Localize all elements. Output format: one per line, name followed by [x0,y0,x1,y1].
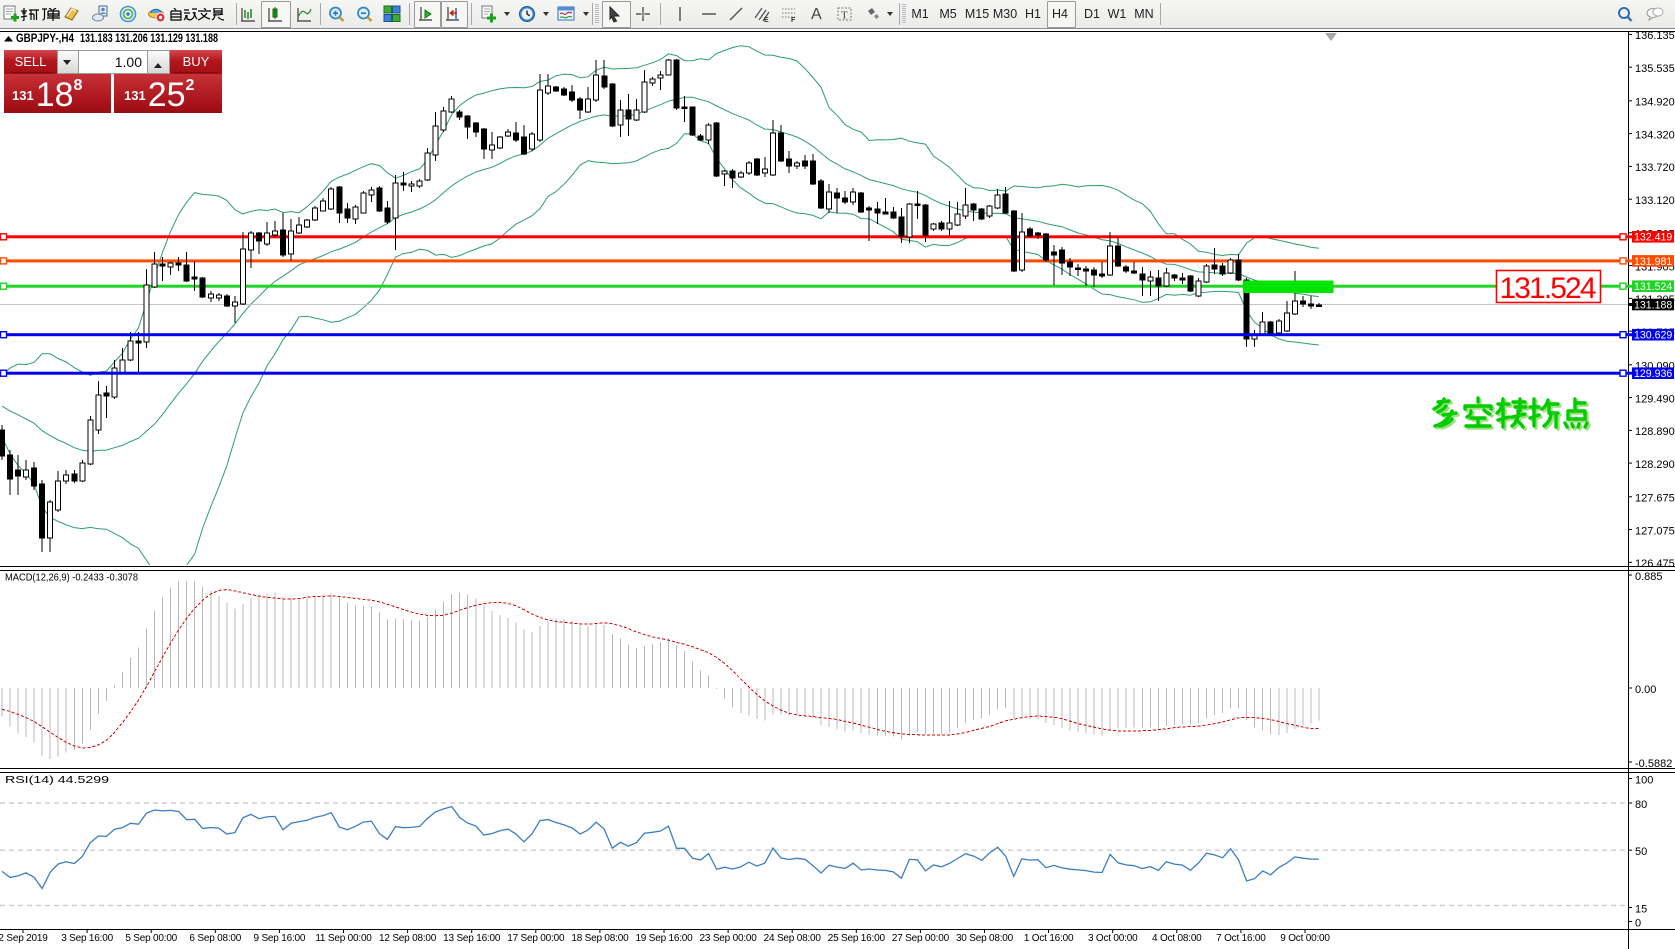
svg-text:17 Sep 00:00: 17 Sep 00:00 [507,933,565,944]
svg-text:133.120: 133.120 [1635,195,1675,207]
svg-text:80: 80 [1635,799,1647,811]
svg-text:131.524: 131.524 [1500,272,1597,305]
svg-text:132.419: 132.419 [1634,232,1672,244]
svg-text:13 Sep 16:00: 13 Sep 16:00 [443,933,501,944]
svg-text:6 Sep 08:00: 6 Sep 08:00 [189,933,241,944]
svg-text:25 Sep 16:00: 25 Sep 16:00 [828,933,886,944]
svg-text:128.890: 128.890 [1635,426,1675,438]
svg-text:131.188: 131.188 [1634,299,1672,311]
svg-text:133.720: 133.720 [1635,162,1675,174]
svg-text:F: F [791,17,796,23]
svg-text:100: 100 [1635,774,1653,786]
svg-text:4 Oct 08:00: 4 Oct 08:00 [1152,933,1202,944]
svg-text:127.675: 127.675 [1635,493,1675,505]
svg-text:136.135: 136.135 [1635,30,1675,42]
svg-text:3 Sep 16:00: 3 Sep 16:00 [61,933,113,944]
svg-text:9 Oct 00:00: 9 Oct 00:00 [1280,933,1330,944]
svg-text:12 Sep 08:00: 12 Sep 08:00 [379,933,437,944]
svg-text:1 Oct 16:00: 1 Oct 16:00 [1024,933,1074,944]
svg-text:23 Sep 00:00: 23 Sep 00:00 [700,933,758,944]
svg-text:127.075: 127.075 [1635,525,1675,537]
svg-text:19 Sep 16:00: 19 Sep 16:00 [635,933,693,944]
svg-text:0.00: 0.00 [1635,684,1656,696]
svg-text:MACD(12,26,9) -0.2433 -0.3078: MACD(12,26,9) -0.2433 -0.3078 [5,572,138,584]
svg-text:131.183 131.206 131.129 131.18: 131.183 131.206 131.129 131.188 [80,33,218,45]
svg-text:134.920: 134.920 [1635,97,1675,109]
svg-text:130.629: 130.629 [1634,330,1672,342]
svg-text:126.475: 126.475 [1635,558,1675,570]
svg-text:128.290: 128.290 [1635,459,1675,471]
svg-text:27 Sep 00:00: 27 Sep 00:00 [892,933,950,944]
svg-text:-0.5882: -0.5882 [1635,758,1672,770]
svg-text:3 Oct 00:00: 3 Oct 00:00 [1088,933,1138,944]
svg-text:131.524: 131.524 [1634,281,1672,293]
svg-text:5 Sep 00:00: 5 Sep 00:00 [125,933,177,944]
svg-text:GBPJPY-,H4: GBPJPY-,H4 [16,33,75,45]
svg-text:2 Sep 2019: 2 Sep 2019 [0,933,48,944]
svg-text:30 Sep 08:00: 30 Sep 08:00 [956,933,1014,944]
svg-text:T: T [841,10,848,22]
svg-text:RSI(14) 44.5299: RSI(14) 44.5299 [5,774,109,786]
svg-text:24 Sep 08:00: 24 Sep 08:00 [764,933,822,944]
svg-text:11 Sep 00:00: 11 Sep 00:00 [315,933,372,944]
svg-text:18 Sep 08:00: 18 Sep 08:00 [571,933,629,944]
svg-text:0: 0 [1635,917,1641,929]
svg-text:15: 15 [1635,903,1647,915]
svg-text:0.885: 0.885 [1635,571,1663,583]
svg-text:134.320: 134.320 [1635,129,1675,141]
svg-text:50: 50 [1635,846,1647,858]
svg-text:E: E [764,17,769,23]
svg-text:135.535: 135.535 [1635,63,1675,75]
svg-text:129.936: 129.936 [1634,368,1672,380]
svg-text:131.981: 131.981 [1634,256,1672,268]
svg-text:7 Oct 16:00: 7 Oct 16:00 [1216,933,1266,944]
svg-text:9 Sep 16:00: 9 Sep 16:00 [254,933,306,944]
svg-text:129.490: 129.490 [1635,393,1675,405]
